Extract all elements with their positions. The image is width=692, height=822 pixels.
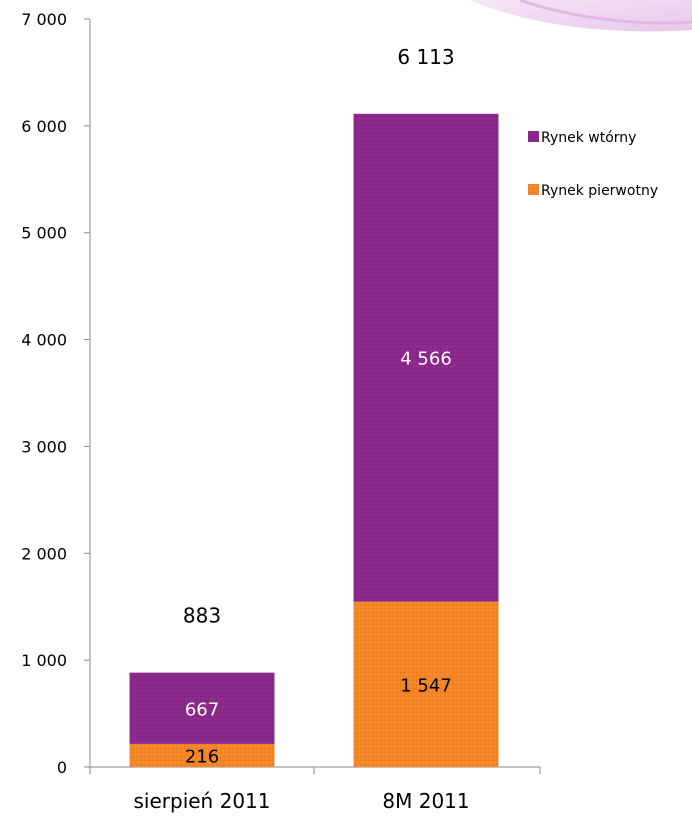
x-category-label: 8M 2011 [382,789,469,813]
legend-swatch [528,184,539,195]
y-tick-label: 3 000 [21,437,67,456]
data-label: 1 547 [400,675,452,696]
data-label: 216 [185,746,219,767]
y-tick-label: 1 000 [21,651,67,670]
bar-segment-rynek-wtorny [353,113,499,602]
y-tick-label: 7 000 [21,10,67,29]
y-tick-label: 4 000 [21,331,67,350]
data-label: 4 566 [400,349,452,370]
legend-swatch [528,131,539,142]
legend-label: Rynek pierwotny [541,183,658,199]
bar-segment-rynek-wtorny [129,672,275,744]
y-tick-label: 5 000 [21,224,67,243]
total-label: 6 113 [397,45,454,69]
legend-item: Rynek pierwotny [528,183,658,199]
y-tick-label: 2 000 [21,544,67,563]
bar-segment-rynek-pierwotny [129,743,275,767]
total-label: 883 [183,604,221,628]
x-category-label: sierpień 2011 [134,789,271,813]
legend-item: Rynek wtórny [528,130,636,146]
y-tick-label: 0 [57,758,67,777]
bar-segment-rynek-pierwotny [353,601,499,767]
y-tick-label: 6 000 [21,117,67,136]
data-label: 667 [185,699,219,720]
decorative-swoosh-line [519,0,692,25]
legend-label: Rynek wtórny [541,130,636,146]
